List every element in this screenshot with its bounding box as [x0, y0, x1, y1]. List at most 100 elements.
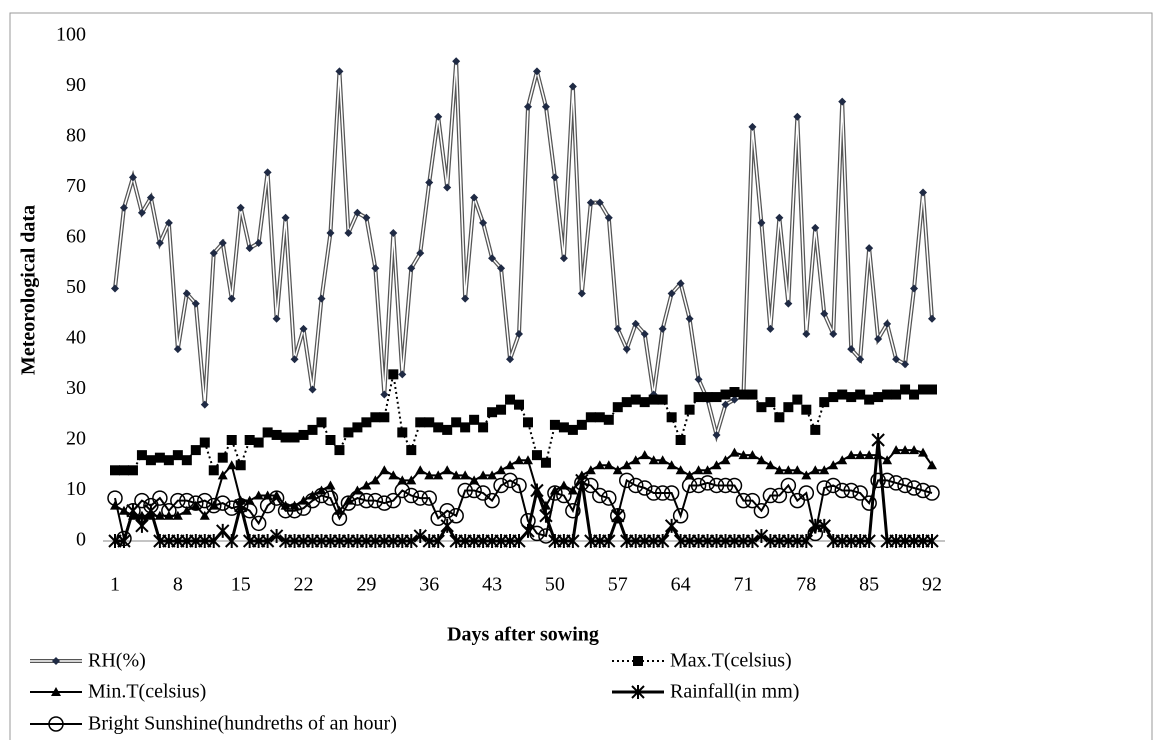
marker	[317, 294, 326, 303]
marker	[636, 480, 653, 496]
marker	[295, 500, 312, 516]
marker	[442, 465, 453, 475]
marker	[110, 465, 120, 476]
marker	[568, 82, 577, 91]
marker	[397, 475, 408, 485]
marker	[245, 244, 254, 253]
marker	[843, 482, 859, 499]
marker	[684, 404, 695, 415]
marker	[601, 490, 617, 506]
marker	[208, 465, 219, 476]
marker	[461, 294, 470, 303]
marker	[729, 387, 740, 398]
marker	[789, 492, 806, 509]
marker	[865, 244, 874, 253]
marker	[610, 508, 626, 524]
marker	[520, 513, 536, 529]
marker	[125, 502, 141, 519]
x-tick-label: 71	[733, 574, 753, 596]
marker	[747, 389, 758, 400]
marker	[631, 685, 645, 699]
marker	[783, 465, 794, 475]
marker	[558, 480, 569, 490]
marker	[726, 477, 743, 494]
marker	[353, 208, 362, 217]
marker	[289, 432, 300, 443]
marker	[433, 422, 444, 433]
marker	[925, 534, 939, 548]
marker	[870, 472, 886, 489]
marker	[622, 345, 631, 354]
marker	[541, 102, 550, 111]
marker	[774, 465, 785, 475]
marker	[191, 299, 200, 308]
marker	[633, 656, 643, 666]
x-tick-label: 36	[419, 574, 439, 596]
marker	[583, 477, 599, 494]
marker	[170, 492, 186, 509]
marker	[361, 417, 372, 428]
marker	[871, 433, 885, 447]
marker	[924, 485, 940, 501]
marker	[479, 218, 488, 227]
marker	[754, 528, 769, 543]
marker	[594, 412, 605, 423]
marker	[699, 475, 716, 491]
marker	[846, 392, 857, 403]
marker	[226, 435, 237, 445]
marker	[756, 455, 767, 465]
marker	[430, 510, 446, 527]
marker	[720, 455, 731, 465]
marker	[918, 447, 929, 457]
marker	[897, 477, 913, 494]
marker	[807, 525, 824, 542]
marker	[308, 385, 317, 394]
marker	[757, 218, 766, 227]
marker	[702, 392, 713, 403]
marker	[864, 394, 875, 405]
marker	[307, 424, 318, 435]
marker	[784, 299, 793, 308]
marker	[388, 369, 399, 380]
marker	[855, 450, 866, 460]
marker	[799, 534, 814, 548]
marker	[218, 239, 227, 248]
marker	[352, 485, 363, 495]
marker	[838, 97, 847, 106]
marker	[792, 465, 803, 475]
marker	[745, 534, 760, 548]
marker	[558, 422, 569, 433]
marker	[672, 508, 689, 524]
marker	[774, 412, 785, 423]
marker	[225, 534, 239, 548]
marker	[927, 384, 937, 395]
marker	[693, 392, 704, 403]
series-line	[114, 478, 933, 543]
marker	[873, 392, 884, 403]
marker	[407, 264, 416, 273]
marker	[244, 435, 255, 445]
marker	[910, 284, 919, 293]
marker	[440, 518, 454, 533]
marker	[690, 477, 707, 494]
marker	[730, 395, 739, 404]
marker	[497, 264, 506, 273]
marker	[819, 397, 830, 408]
marker	[448, 508, 464, 524]
marker	[443, 183, 452, 192]
marker	[379, 412, 390, 423]
marker	[864, 450, 875, 460]
marker	[404, 534, 418, 548]
marker	[143, 497, 159, 514]
marker	[484, 492, 500, 509]
marker	[735, 492, 752, 509]
marker	[127, 465, 138, 476]
marker	[424, 470, 435, 480]
marker	[852, 485, 868, 501]
marker	[928, 314, 936, 323]
marker	[451, 417, 462, 428]
marker	[919, 188, 928, 197]
marker	[603, 414, 614, 425]
marker	[667, 289, 676, 298]
